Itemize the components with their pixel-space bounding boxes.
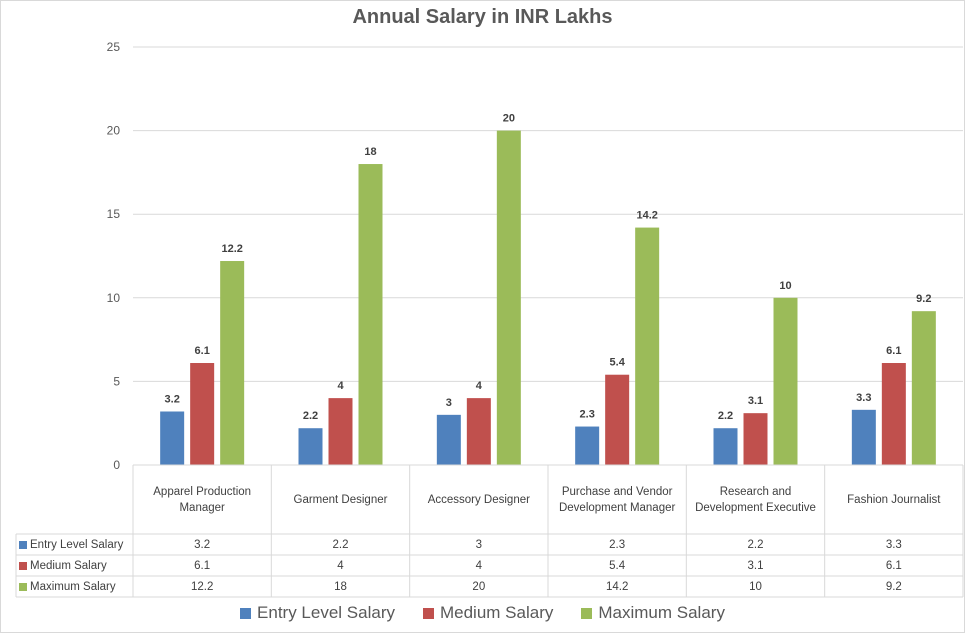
bar xyxy=(605,374,630,465)
legend-swatch xyxy=(581,607,593,619)
legend-key-swatch xyxy=(19,582,27,591)
bar xyxy=(358,164,383,466)
series-name: Medium Salary xyxy=(30,559,107,572)
table-row-label: Medium Salary xyxy=(16,555,133,576)
bar xyxy=(466,398,491,465)
legend: Entry Level Salary Medium Salary Maximum S… xyxy=(0,603,965,623)
data-label: 9.2 xyxy=(916,293,931,305)
y-tick-label: 15 xyxy=(107,207,121,221)
legend-swatch xyxy=(240,607,252,619)
table-cell: 12.2 xyxy=(190,580,214,593)
table-cell: 6.1 xyxy=(194,559,211,572)
legend-item: Maximum Salary xyxy=(581,603,725,623)
category-label: Purchase and Vendor Development Manager xyxy=(558,485,676,514)
table-row-label: Entry Level Salary xyxy=(16,534,133,555)
bar xyxy=(298,428,323,465)
bar xyxy=(743,413,768,465)
gridlines xyxy=(133,46,963,466)
category-label: Garment Designer xyxy=(293,493,388,506)
y-tick-label: 25 xyxy=(107,40,121,54)
bar xyxy=(911,311,936,465)
y-tick-label: 20 xyxy=(107,124,121,138)
series-name: Entry Level Salary xyxy=(30,538,124,551)
table-cell: 5.4 xyxy=(609,559,626,572)
data-label: 3.3 xyxy=(856,392,871,404)
table-cell: 3 xyxy=(475,538,483,551)
data-label: 20 xyxy=(503,113,515,125)
bar xyxy=(575,426,600,465)
data-label: 3 xyxy=(446,397,452,409)
data-label: 2.2 xyxy=(718,410,733,422)
chart-title: Annual Salary in INR Lakhs xyxy=(352,6,613,28)
data-label: 2.2 xyxy=(303,410,318,422)
table-row-label: Maximum Salary xyxy=(16,576,133,597)
table-cell: 3.1 xyxy=(747,559,764,572)
table-cell: 18 xyxy=(334,580,347,593)
data-table-lines xyxy=(15,464,964,598)
legend-key-swatch xyxy=(19,540,27,549)
data-label: 5.4 xyxy=(610,357,626,369)
bar xyxy=(328,398,353,465)
table-cell: 4 xyxy=(475,559,483,572)
bar xyxy=(436,414,461,465)
legend-label: Entry Level Salary xyxy=(257,603,395,622)
bar xyxy=(220,261,245,465)
table-cell: 10 xyxy=(749,580,762,593)
table-cell: 3.2 xyxy=(194,538,211,551)
y-tick-label: 10 xyxy=(107,291,121,305)
data-label: 4 xyxy=(337,380,344,392)
table-cell: 6.1 xyxy=(885,559,902,572)
table-cell: 3.3 xyxy=(885,538,902,551)
y-axis-ticks: 0 5 10 15 20 25 xyxy=(107,40,121,472)
data-label: 18 xyxy=(364,146,376,158)
data-label: 6.1 xyxy=(886,345,901,357)
data-label: 10 xyxy=(779,280,791,292)
data-label: 12.2 xyxy=(221,243,242,255)
category-label: Research and Development Executive xyxy=(695,485,816,514)
table-cell: 14.2 xyxy=(605,580,629,593)
bar xyxy=(851,409,876,465)
data-label: 6.1 xyxy=(195,345,210,357)
table-cell: 2.2 xyxy=(747,538,764,551)
data-label: 2.3 xyxy=(580,409,595,421)
bar xyxy=(190,363,215,465)
data-label: 4 xyxy=(476,380,483,392)
legend-swatch xyxy=(422,607,434,619)
legend-item: Medium Salary xyxy=(422,603,554,623)
table-cell: 20 xyxy=(472,580,486,593)
legend-key-swatch xyxy=(19,561,27,570)
bar xyxy=(773,297,798,465)
data-label: 3.1 xyxy=(748,395,763,407)
legend-label: Medium Salary xyxy=(439,603,554,622)
category-label: Accessory Designer xyxy=(427,493,530,506)
category-label: Apparel Production Manager xyxy=(153,485,252,514)
category-label: Fashion Journalist xyxy=(847,493,941,506)
data-label: 14.2 xyxy=(636,210,657,222)
bar xyxy=(160,411,185,465)
bars xyxy=(160,130,936,466)
table-cell: 4 xyxy=(337,559,344,572)
table-cell: 9.2 xyxy=(885,580,902,593)
table-cell: 2.3 xyxy=(609,538,626,551)
table-cell: 2.2 xyxy=(332,538,349,551)
data-label: 3.2 xyxy=(165,393,180,405)
bar xyxy=(496,130,521,465)
bar xyxy=(713,428,738,465)
legend-label: Maximum Salary xyxy=(598,603,725,622)
y-tick-label: 5 xyxy=(113,374,120,388)
y-tick-label: 0 xyxy=(113,458,120,472)
bar xyxy=(635,227,660,465)
data-labels: 3.2 6.1 12.2 2.2 4 18 3 4 20 2.3 5.4 14.2 2.2 3.1 10 3.… xyxy=(165,113,932,423)
series-name: Maximum Salary xyxy=(30,580,116,593)
bar xyxy=(881,363,906,465)
legend-item: Entry Level Salary xyxy=(240,603,395,623)
